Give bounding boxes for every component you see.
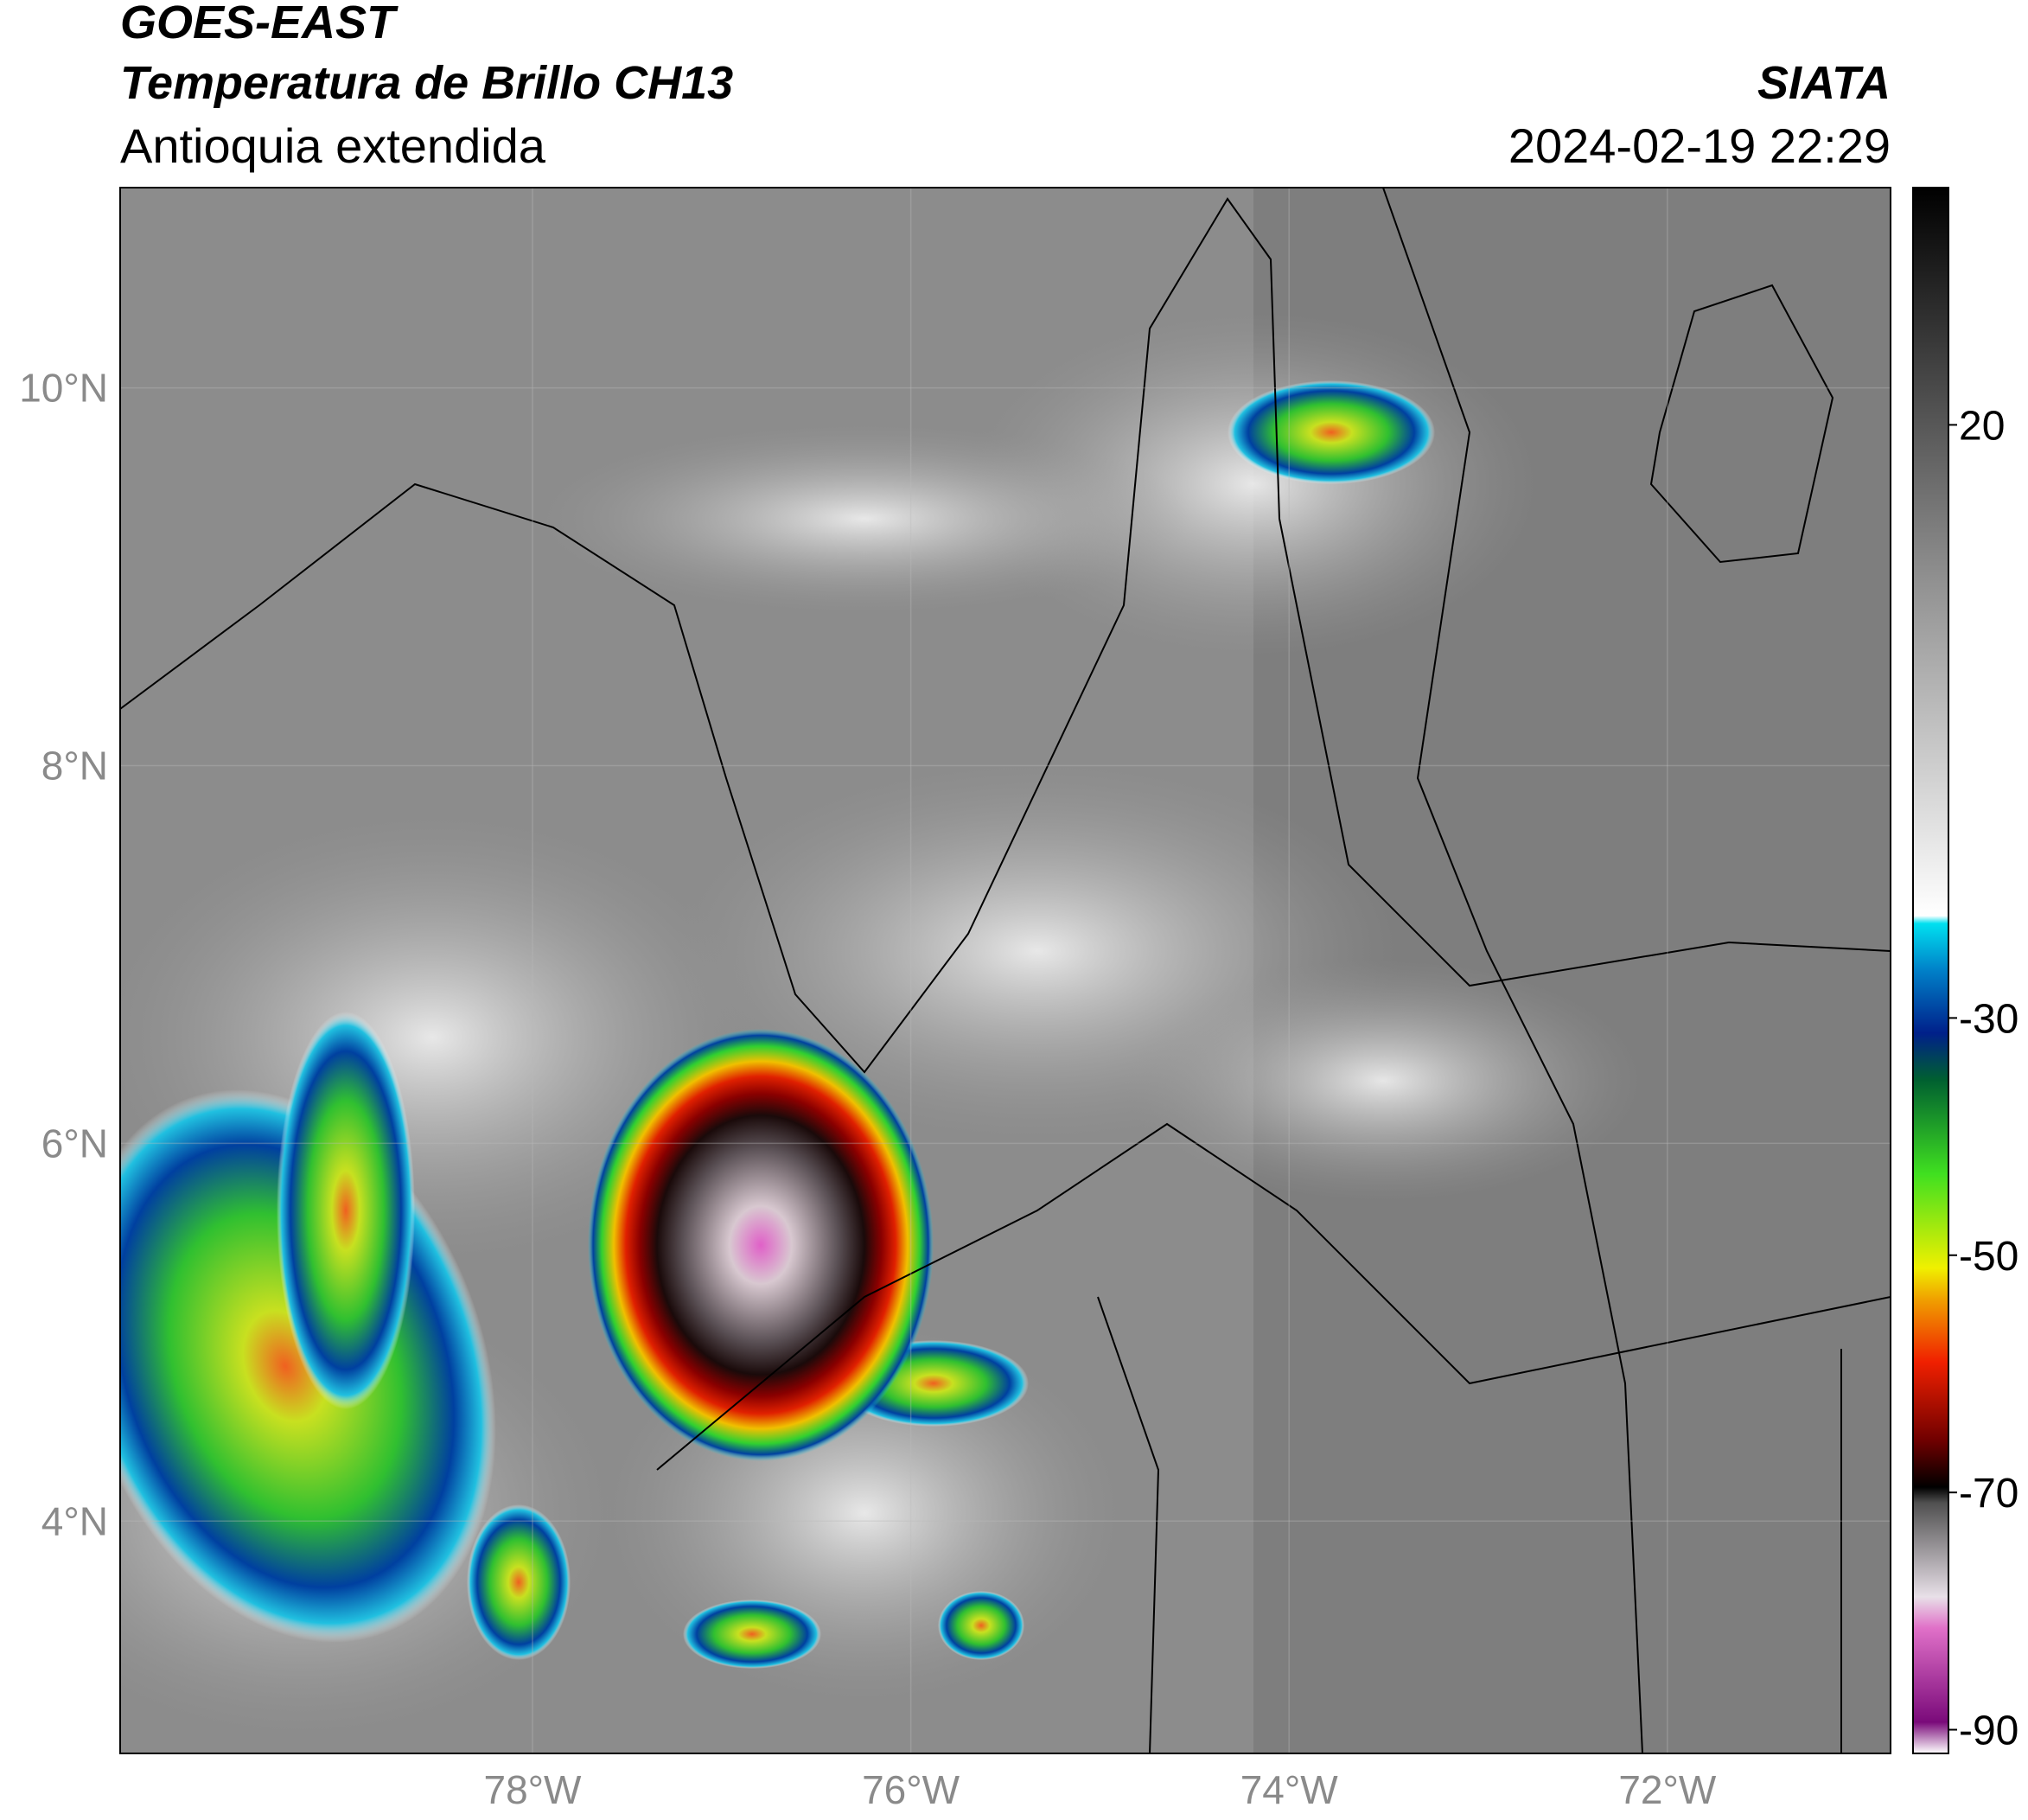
colorbar-tick-label: -50 — [1959, 1234, 2018, 1280]
border-line — [1382, 188, 1643, 1753]
region-subtitle: Antioquia extendida — [120, 118, 546, 173]
cloud — [536, 424, 1193, 614]
lon-tick-label: 74°W — [1240, 1767, 1339, 1812]
map-frame — [119, 187, 1891, 1754]
border-line — [656, 1122, 1891, 1471]
lat-tick-label: 4°N — [41, 1498, 108, 1543]
convective-storm — [588, 1029, 934, 1461]
lat-tick-label: 10°N — [19, 366, 108, 411]
lat-tick-label: 6°N — [41, 1121, 108, 1165]
border-line — [1097, 1296, 1842, 1753]
lake-outline — [1649, 284, 1834, 564]
graticule — [120, 188, 1891, 1753]
datetime-label: 2024-02-19 22:29 — [1508, 118, 1891, 173]
cold-cloud — [1228, 380, 1435, 484]
satellite-title: GOES-EAST — [120, 0, 399, 48]
colorbar — [1912, 187, 1949, 1754]
satellite-image — [120, 188, 1891, 1753]
cold-cloud — [277, 1012, 415, 1409]
lat-tick-label: 8°N — [41, 743, 108, 788]
cold-cloud — [683, 1600, 821, 1669]
colorbar-tick-label: -70 — [1959, 1471, 2018, 1517]
colorbar-tick-label: 20 — [1959, 403, 2005, 449]
colorbar-tick-label: -90 — [1959, 1708, 2018, 1754]
border-line — [120, 197, 1891, 1074]
product-title: Temperatura de Brillo CH13 — [120, 57, 733, 109]
cold-cloud — [467, 1504, 571, 1660]
lon-tick-label: 72°W — [1618, 1767, 1717, 1812]
lon-tick-label: 78°W — [483, 1767, 582, 1812]
cloud — [1124, 960, 1642, 1202]
cold-cloud — [938, 1591, 1024, 1660]
lon-tick-label: 76°W — [862, 1767, 960, 1812]
colorbar-tick-label: -30 — [1959, 996, 2018, 1042]
source-label: SIATA — [1757, 57, 1891, 109]
